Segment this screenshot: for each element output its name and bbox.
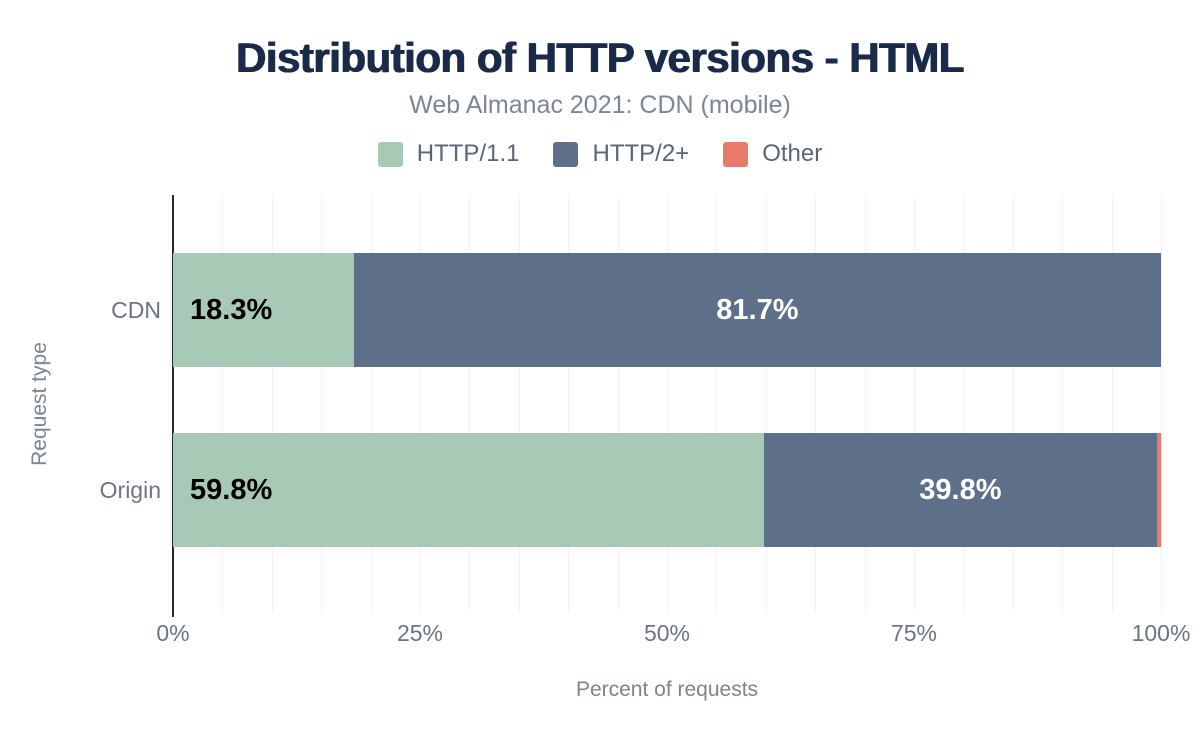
gridline <box>222 195 224 612</box>
plot-area: 18.3% 81.7% 59.8% 39.8% <box>172 195 1162 617</box>
chart-title: Distribution of HTTP versions - HTML <box>236 34 964 81</box>
gridline <box>716 195 718 612</box>
legend: HTTP/1.1 HTTP/2+ Other <box>0 140 1200 168</box>
bar-value-label: 59.8% <box>190 473 273 506</box>
legend-item-http-1-1[interactable]: HTTP/1.1 <box>377 140 520 168</box>
legend-label: HTTP/1.1 <box>416 140 520 167</box>
legend-label: HTTP/2+ <box>592 140 690 167</box>
gridline <box>518 195 520 612</box>
gridline <box>1111 195 1113 612</box>
gridline <box>370 195 372 612</box>
gridline <box>568 195 570 612</box>
y-axis-title: Request type <box>28 342 51 466</box>
gridline <box>963 195 965 612</box>
bar-segment-cdn-http-2-[interactable]: 81.7% <box>353 253 1161 367</box>
x-tick-label: 100% <box>1131 620 1191 646</box>
gridline <box>667 195 668 612</box>
gridline <box>815 195 817 612</box>
bar-segment-cdn-http-1-1[interactable]: 18.3% <box>173 253 354 367</box>
legend-label: Other <box>762 140 823 167</box>
x-tick-label: 25% <box>396 620 444 646</box>
y-category-label-cdn: CDN <box>111 297 161 323</box>
gridline <box>1161 195 1162 612</box>
gridline <box>1062 195 1064 612</box>
x-tick-label: 50% <box>643 620 691 646</box>
gridline <box>469 195 471 612</box>
gridline <box>420 195 421 612</box>
gridline <box>765 195 767 612</box>
gridline <box>271 195 273 612</box>
gridline <box>1012 195 1014 612</box>
x-axis-title: Percent of requests <box>575 678 759 701</box>
legend-swatch-icon <box>377 141 403 167</box>
y-axis-line <box>172 195 174 617</box>
x-tick-label: 75% <box>890 620 938 646</box>
gridline <box>864 195 866 612</box>
y-category-label-origin: Origin <box>99 477 161 503</box>
bar-row-cdn: 18.3% 81.7% <box>173 253 1161 367</box>
bar-segment-origin-http-2-[interactable]: 39.8% <box>763 433 1158 547</box>
bar-segment-origin-other[interactable] <box>1157 433 1161 547</box>
bar-row-origin: 59.8% 39.8% <box>173 433 1161 547</box>
legend-swatch-icon <box>723 141 749 167</box>
legend-item-other[interactable]: Other <box>723 140 822 168</box>
bar-value-label: 18.3% <box>190 293 273 326</box>
chart-subtitle: Web Almanac 2021: CDN (mobile) <box>409 91 791 119</box>
bar-value-label: 39.8% <box>919 473 1002 506</box>
legend-swatch-icon <box>553 141 579 167</box>
legend-item-http-2-[interactable]: HTTP/2+ <box>553 140 689 168</box>
bar-segment-origin-http-1-1[interactable]: 59.8% <box>173 433 764 547</box>
gridline <box>617 195 619 612</box>
gridline <box>321 195 323 612</box>
gridline <box>914 195 915 612</box>
bar-value-label: 81.7% <box>716 293 799 326</box>
x-tick-label: 0% <box>156 620 190 646</box>
